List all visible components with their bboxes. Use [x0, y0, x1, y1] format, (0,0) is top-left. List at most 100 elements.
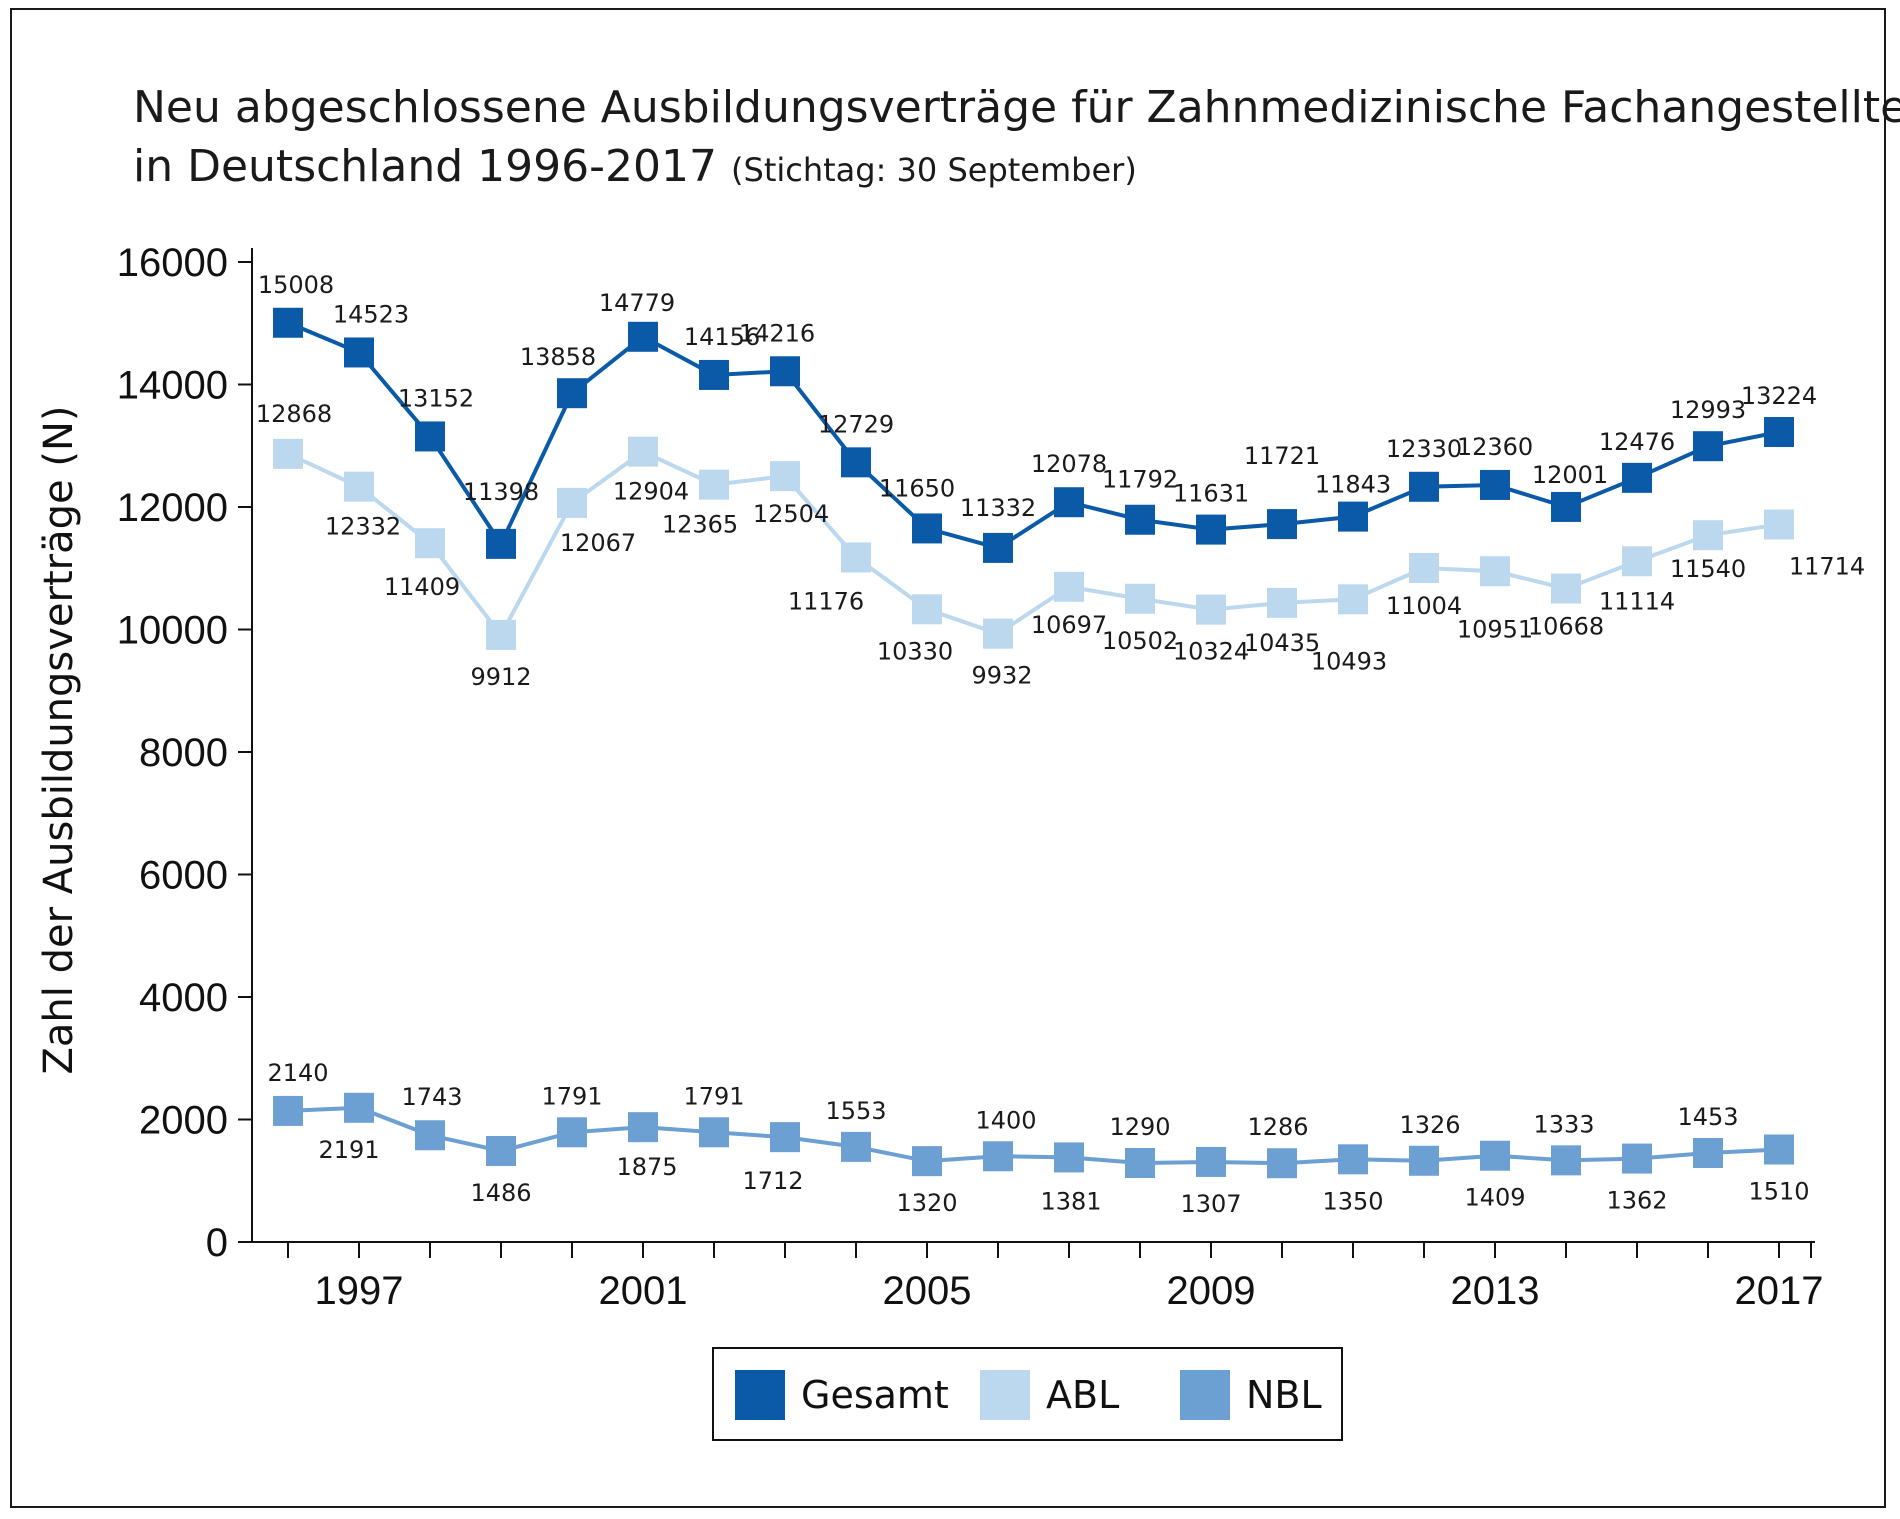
data-label-nbl: 1326: [1399, 1111, 1460, 1139]
data-point-abl: [1480, 556, 1510, 587]
data-label-abl: 9912: [470, 663, 531, 691]
data-point-nbl: [912, 1146, 942, 1177]
data-label-abl: 9932: [971, 662, 1032, 690]
data-point-nbl: [1764, 1134, 1794, 1165]
data-point-nbl: [1551, 1145, 1581, 1176]
data-label-nbl: 1290: [1109, 1113, 1170, 1141]
data-label-nbl: 1362: [1606, 1187, 1667, 1215]
y-tick-label: 4000: [139, 976, 228, 1020]
y-tick-label: 6000: [139, 854, 228, 898]
data-label-gesamt: 12078: [1031, 450, 1107, 478]
data-point-nbl: [1125, 1147, 1155, 1178]
y-tick-label: 2000: [139, 1099, 228, 1143]
data-point-gesamt: [344, 337, 374, 368]
y-axis-title: Zahl der Ausbildungsverträge (N): [36, 406, 82, 1075]
data-point-nbl: [628, 1112, 658, 1143]
data-point-nbl: [1693, 1138, 1723, 1169]
data-label-gesamt: 11843: [1315, 471, 1391, 499]
legend-label-nbl: NBL: [1246, 1373, 1322, 1417]
data-label-gesamt: 15008: [258, 271, 334, 299]
data-point-abl: [1693, 520, 1723, 551]
data-label-gesamt: 13224: [1741, 382, 1817, 410]
data-point-abl: [344, 471, 374, 502]
data-point-gesamt: [770, 356, 800, 387]
data-label-nbl: 1381: [1040, 1187, 1101, 1215]
data-label-abl: 12504: [753, 500, 829, 528]
data-label-gesamt: 12001: [1532, 461, 1608, 489]
data-label-abl: 12067: [560, 529, 636, 557]
data-label-gesamt: 11631: [1173, 480, 1249, 508]
data-label-abl: 11004: [1386, 592, 1462, 620]
data-label-abl: 12868: [256, 400, 332, 428]
series-line-nbl: [287, 1105, 1780, 1166]
legend-label-gesamt: Gesamt: [801, 1373, 949, 1417]
data-point-gesamt: [415, 421, 445, 452]
data-label-nbl: 1791: [541, 1082, 602, 1110]
data-point-abl: [841, 542, 871, 573]
data-label-nbl: 1486: [470, 1179, 531, 1207]
data-point-abl: [1764, 509, 1794, 540]
data-label-abl: 10324: [1173, 638, 1249, 666]
x-tick-label: 2005: [883, 1269, 972, 1313]
data-point-gesamt: [1338, 501, 1368, 532]
data-label-gesamt: 14779: [599, 289, 675, 317]
series-line-gesamt: [287, 320, 1780, 551]
data-label-gesamt: 12330: [1386, 435, 1462, 463]
chart-title-line1: Neu abgeschlossene Ausbildungsverträge f…: [133, 82, 1900, 133]
x-tick-label: 2013: [1451, 1269, 1540, 1313]
data-point-gesamt: [273, 307, 303, 338]
data-point-abl: [1622, 546, 1652, 577]
data-label-gesamt: 11721: [1244, 442, 1320, 470]
data-point-abl: [1054, 571, 1084, 602]
data-label-abl: 10493: [1311, 647, 1387, 675]
legend-label-abl: ABL: [1046, 1373, 1119, 1417]
data-label-abl: 11114: [1599, 587, 1675, 615]
data-point-nbl: [770, 1122, 800, 1153]
data-point-nbl: [1409, 1145, 1439, 1176]
data-point-nbl: [415, 1120, 445, 1151]
data-point-abl: [912, 594, 942, 625]
data-point-gesamt: [1267, 509, 1297, 540]
y-tick-label: 14000: [117, 364, 228, 408]
data-label-abl: 12332: [325, 513, 401, 541]
data-point-nbl: [273, 1095, 303, 1126]
data-point-nbl: [1622, 1143, 1652, 1174]
data-point-abl: [1551, 573, 1581, 604]
data-label-nbl: 1712: [742, 1167, 803, 1195]
y-tick-label: 12000: [117, 486, 228, 530]
data-label-gesamt: 14523: [333, 300, 409, 328]
data-label-nbl: 1409: [1464, 1184, 1525, 1212]
data-point-nbl: [1338, 1144, 1368, 1175]
data-point-abl: [628, 436, 658, 467]
data-label-gesamt: 12360: [1457, 433, 1533, 461]
data-point-nbl: [1196, 1146, 1226, 1177]
data-point-gesamt: [1196, 514, 1226, 545]
data-point-abl: [557, 487, 587, 518]
data-point-gesamt: [1054, 487, 1084, 518]
chart-title-year-range: in Deutschland 1996-2017: [133, 141, 717, 192]
data-point-gesamt: [912, 513, 942, 544]
data-point-abl: [486, 619, 516, 650]
chart-frame: [10, 8, 1886, 1508]
data-label-gesamt: 12476: [1599, 428, 1675, 456]
data-point-gesamt: [1125, 504, 1155, 535]
data-label-abl: 10435: [1244, 629, 1320, 657]
plot-area: 0 2000 4000 6000 8000 10000 12000 14000 16000 199…: [117, 241, 1865, 1313]
data-label-nbl: 1320: [896, 1189, 957, 1217]
data-point-gesamt: [1764, 417, 1794, 448]
legend-swatch-nbl: [1180, 1370, 1230, 1420]
data-label-gesamt: 14216: [739, 319, 815, 347]
data-label-nbl: 1350: [1322, 1187, 1383, 1215]
data-label-nbl: 1875: [616, 1153, 677, 1181]
legend-swatch-gesamt: [735, 1370, 785, 1420]
data-label-gesamt: 11398: [463, 478, 539, 506]
y-tick-label: 0: [206, 1221, 228, 1265]
x-tick-label: 2017: [1735, 1269, 1824, 1313]
data-label-abl: 10668: [1528, 613, 1604, 641]
data-point-abl: [1338, 584, 1368, 615]
data-label-gesamt: 13858: [520, 343, 596, 371]
data-label-abl: 11176: [788, 587, 864, 615]
data-point-gesamt: [1622, 462, 1652, 493]
chart-subtitle: (Stichtag: 30 September): [731, 151, 1137, 189]
